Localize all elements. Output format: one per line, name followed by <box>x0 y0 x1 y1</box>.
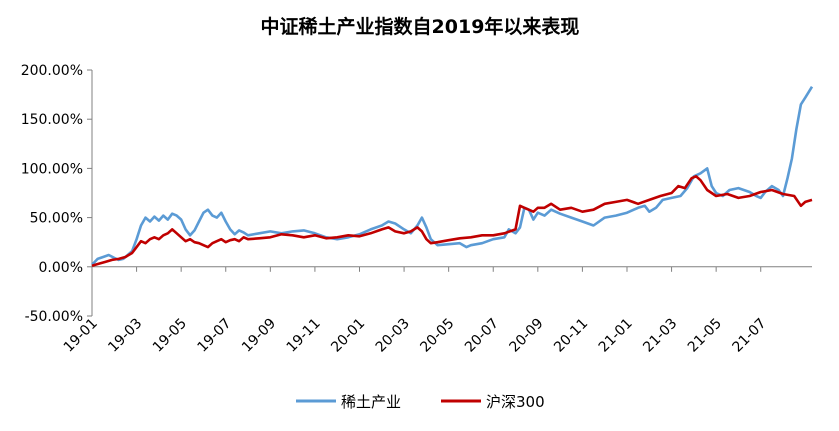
series-layer <box>91 86 814 268</box>
series-line-hs300 <box>91 175 813 268</box>
x-tick-label: 20-09 <box>507 316 547 356</box>
x-tick-label: 21-03 <box>640 316 680 356</box>
x-tick-label: 19-11 <box>284 316 324 356</box>
legend-label-hs300: 沪深300 <box>486 393 545 411</box>
y-tick-label: 150.00% <box>21 112 83 128</box>
y-tick-label: 50.00% <box>30 211 83 227</box>
x-tick-label: 20-01 <box>328 316 368 356</box>
x-tick-label: 20-07 <box>462 316 502 356</box>
legend: 稀土产业 沪深300 <box>296 393 545 411</box>
x-tick-label: 21-01 <box>596 316 636 356</box>
y-tick-label: 100.00% <box>21 161 83 177</box>
x-tick-label: 20-11 <box>551 316 591 356</box>
x-tick-label: 21-05 <box>685 316 725 356</box>
chart-title: 中证稀土产业指数自2019年以来表现 <box>261 15 580 38</box>
x-tick-label: 19-05 <box>150 316 190 356</box>
y-tick-label: 0.00% <box>39 260 83 276</box>
x-tick-label: 21-07 <box>729 316 769 356</box>
y-tick-label: 200.00% <box>21 63 83 79</box>
y-tick-label: -50.00% <box>25 309 83 325</box>
x-tick-label: 19-09 <box>239 316 279 356</box>
legend-label-rare-earth: 稀土产业 <box>341 393 401 411</box>
axes: -50.00% 0.00% 50.00% 100.00% 150.00% 200.00% 1… <box>21 63 812 356</box>
series-line-rare-earth <box>91 86 814 266</box>
x-tick-label: 20-05 <box>417 316 457 356</box>
x-tick-label: 19-03 <box>105 316 145 356</box>
x-tick-label: 19-07 <box>194 316 234 356</box>
x-tick-label: 20-03 <box>373 316 413 356</box>
